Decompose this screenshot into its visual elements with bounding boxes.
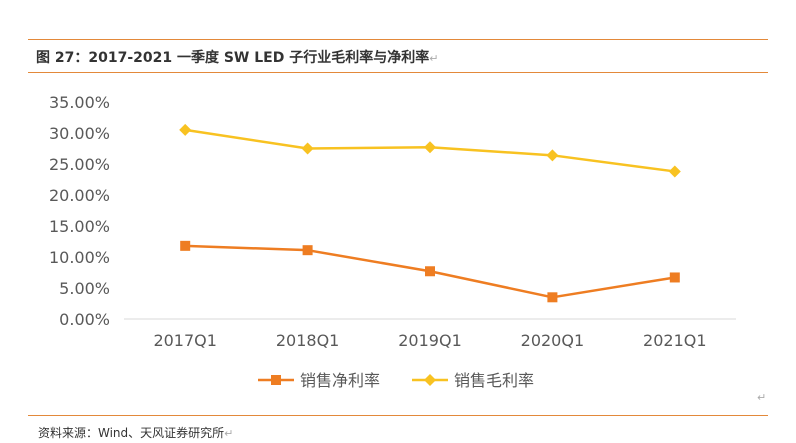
figure-title: 图 27：2017-2021 一季度 SW LED 子行业毛利率与净利率↵ bbox=[36, 47, 438, 67]
source-return-mark: ↵ bbox=[224, 427, 234, 440]
data-point-square bbox=[425, 266, 435, 277]
y-tick-label: 0.00% bbox=[59, 310, 110, 329]
return-mark-right: ↵ bbox=[757, 391, 767, 404]
data-point-diamond bbox=[179, 123, 192, 136]
data-point-diamond bbox=[424, 141, 436, 154]
y-tick-label: 10.00% bbox=[49, 248, 110, 267]
y-tick-label: 25.00% bbox=[49, 155, 110, 174]
y-tick-label: 5.00% bbox=[59, 279, 110, 298]
legend-label-1: 销售净利率 bbox=[300, 371, 380, 390]
data-point-square bbox=[180, 240, 191, 251]
y-tick-label: 20.00% bbox=[49, 186, 110, 205]
legend-label-2: 销售毛利率 bbox=[454, 371, 534, 390]
x-tick-label: 2020Q1 bbox=[521, 331, 585, 350]
data-point-square bbox=[669, 272, 680, 283]
y-tick-label: 35.00% bbox=[49, 93, 110, 112]
top-rule bbox=[28, 39, 768, 40]
y-tick-label: 15.00% bbox=[49, 217, 110, 236]
data-point-diamond bbox=[301, 142, 314, 155]
return-mark: ↵ bbox=[429, 52, 439, 65]
bottom-rule bbox=[28, 415, 768, 416]
legend-marker-square bbox=[271, 375, 281, 385]
title-underline bbox=[28, 72, 768, 73]
source-text: 资料来源：Wind、天风证券研究所 bbox=[38, 426, 225, 440]
x-tick-label: 2017Q1 bbox=[153, 331, 217, 350]
data-point-diamond bbox=[546, 149, 559, 162]
legend-marker-diamond bbox=[424, 374, 436, 386]
tick-labels: 0.00% 5.00% 10.00% 15.00% 20.00% 25.00% 30.00%… bbox=[49, 93, 707, 350]
x-tick-label: 2019Q1 bbox=[398, 331, 462, 350]
x-tick-label: 2021Q1 bbox=[643, 331, 707, 350]
source-note: 资料来源：Wind、天风证券研究所↵ bbox=[38, 424, 233, 441]
figure-title-text: 图 27：2017-2021 一季度 SW LED 子行业毛利率与净利率 bbox=[36, 50, 430, 66]
chart-legend: 销售净利率 销售毛利率 bbox=[258, 371, 534, 390]
data-point-diamond bbox=[668, 165, 681, 178]
y-tick-label: 30.00% bbox=[49, 124, 110, 143]
x-tick-label: 2018Q1 bbox=[276, 331, 340, 350]
data-point-square bbox=[302, 245, 313, 256]
series-markers bbox=[179, 123, 681, 303]
data-point-square bbox=[547, 292, 558, 303]
